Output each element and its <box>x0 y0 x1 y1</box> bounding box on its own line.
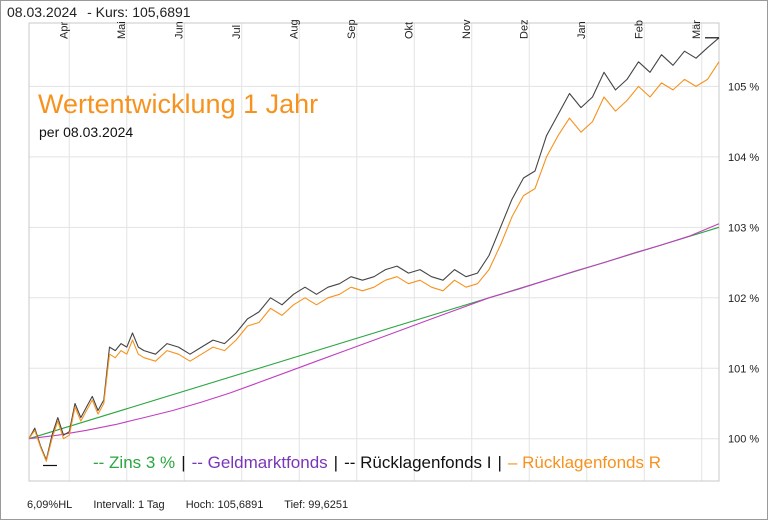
footer: 6,09%HL Intervall: 1 Tag Hoch: 105,6891 … <box>27 499 366 511</box>
legend-entry: -- Rücklagenfonds I <box>344 453 492 472</box>
grid <box>28 22 720 482</box>
footer-intervall: Intervall: 1 Tag <box>93 499 165 511</box>
x-tick-label: Aug <box>288 19 300 39</box>
legend-separator: | <box>497 453 502 472</box>
legend-entry: – Rücklagenfonds R <box>507 453 661 472</box>
series-line-2 <box>28 223 720 440</box>
x-tick-label: Nov <box>461 19 473 39</box>
chart-title: Wertentwicklung 1 Jahr <box>38 89 319 119</box>
header: 08.03.2024 - Kurs: 105,6891 <box>7 4 191 20</box>
x-tick-labels: Apr Mai Jun Jul Aug Sep Okt Nov Dez Jan Feb Mär <box>58 19 703 39</box>
series-line-4 <box>28 61 720 462</box>
x-tick-label: Jun <box>173 21 185 39</box>
x-tick-label: Jul <box>231 25 243 39</box>
legend-separator: | <box>181 453 186 472</box>
x-tick-label: Sep <box>346 19 358 39</box>
chart-subtitle: per 08.03.2024 <box>39 124 134 140</box>
series-line-3 <box>28 37 720 461</box>
series-lines <box>28 37 720 467</box>
legend-entry: -- Zins 3 % <box>93 453 176 472</box>
plot-border <box>28 22 720 482</box>
x-tick-label: Okt <box>403 22 415 39</box>
footer-tief: Tief: 99,6251 <box>284 499 349 511</box>
footer-hoch: Hoch: 105,6891 <box>185 499 264 511</box>
x-tick-label: Dez <box>518 19 530 39</box>
x-tick-label: Mai <box>116 21 128 39</box>
x-tick-label: Apr <box>58 22 70 39</box>
legend: -- Zins 3 % | -- Geldmarktfonds | -- Rücklag… <box>93 453 661 473</box>
legend-separator: | <box>333 453 339 472</box>
x-tick-label: Mär <box>691 20 703 39</box>
header-kurs: - Kurs: 105,6891 <box>87 4 191 20</box>
header-date: 08.03.2024 <box>7 4 78 20</box>
y-tick-label: 105 % <box>728 81 759 93</box>
y-tick-label: 104 % <box>728 152 759 164</box>
y-tick-label: 103 % <box>728 222 759 234</box>
x-tick-label: Feb <box>633 20 645 39</box>
y-tick-label: 102 % <box>728 293 759 305</box>
x-tick-label: Jan <box>576 21 588 39</box>
y-tick-label: 100 % <box>728 434 759 446</box>
footer-hl: 6,09%HL <box>27 499 73 511</box>
y-tick-labels: 100 % 101 % 102 % 103 % 104 % 105 % <box>728 81 759 445</box>
y-tick-label: 101 % <box>728 363 759 375</box>
legend-entry: -- Geldmarktfonds <box>191 453 328 472</box>
